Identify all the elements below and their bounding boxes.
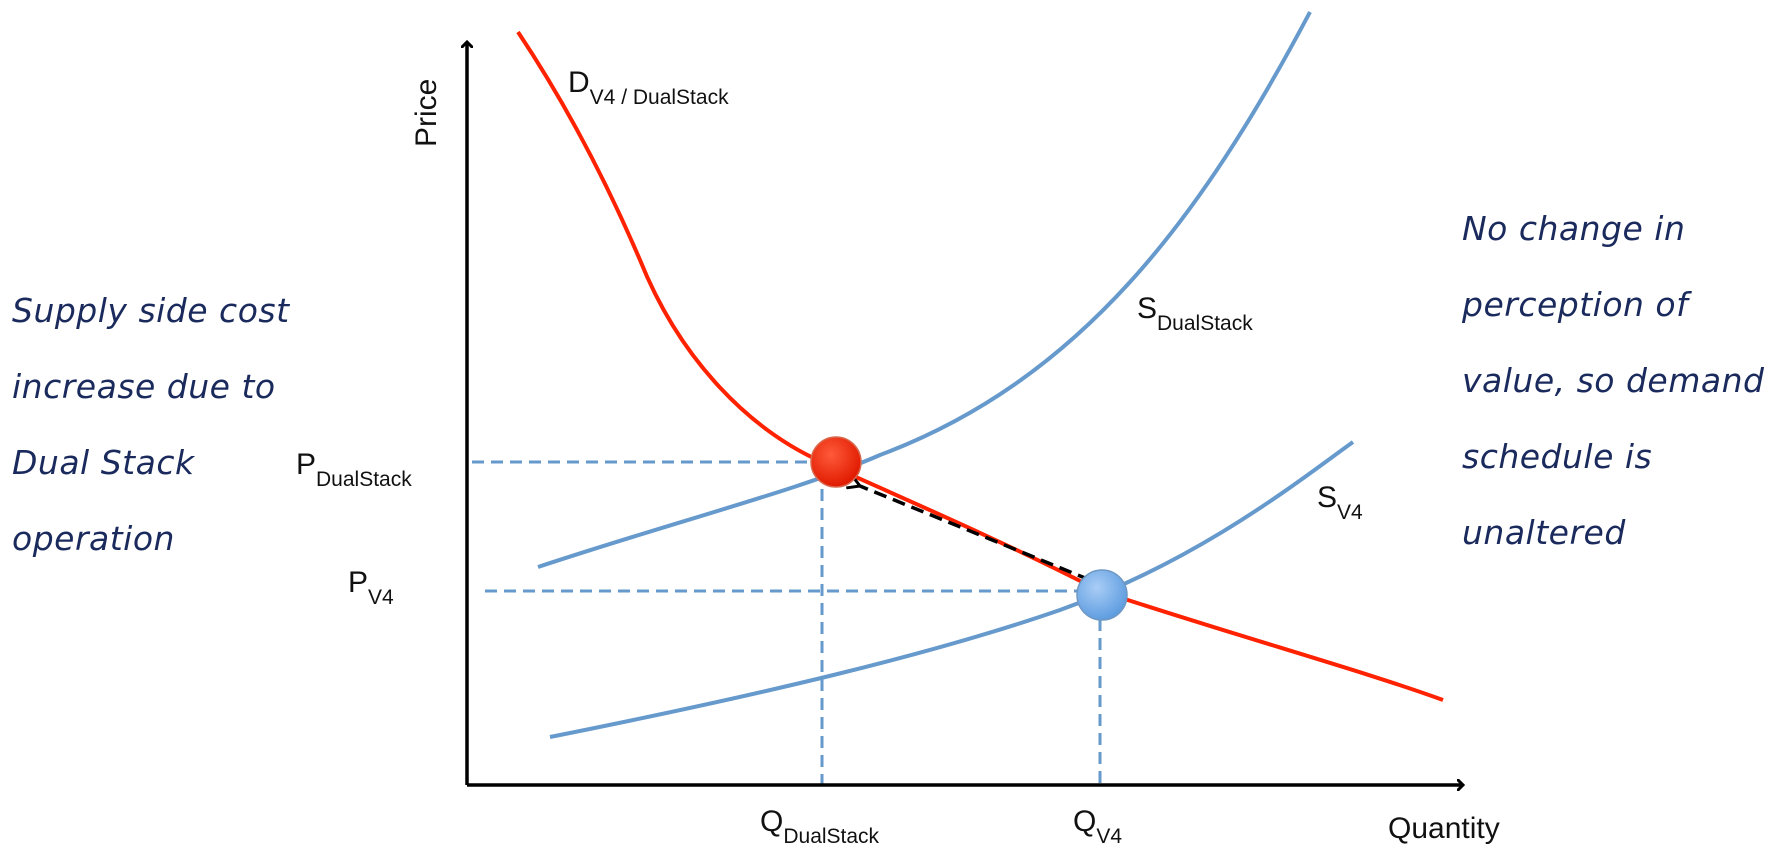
supply-dualstack-label: SDualStack xyxy=(1137,292,1253,335)
supply-dualstack-curve xyxy=(537,11,1312,569)
equilibrium-v4-point xyxy=(1076,569,1128,621)
right-annotation: No change in perception of value, so dem… xyxy=(1461,209,1765,552)
left-annotation: Supply side cost increase due to Dual St… xyxy=(12,291,290,558)
x-axis-label: Quantity xyxy=(1388,812,1500,845)
left-note-line-4: operation xyxy=(12,519,175,558)
equilibrium-shift-arrow xyxy=(860,486,1091,582)
p-v4-label: PV4 xyxy=(348,566,394,609)
left-note-line-1: Supply side cost xyxy=(12,291,290,330)
p-dualstack-label: PDualStack xyxy=(296,448,412,491)
right-note-line-4: schedule is xyxy=(1462,437,1652,476)
left-note-line-3: Dual Stack xyxy=(12,443,196,482)
right-note-line-2: perception of xyxy=(1461,285,1692,324)
q-v4-label: QV4 xyxy=(1073,805,1122,848)
q-dualstack-label: QDualStack xyxy=(760,805,880,848)
right-note-line-3: value, so demand xyxy=(1462,361,1765,400)
supply-v4-curve xyxy=(549,440,1355,739)
y-axis-label: Price xyxy=(410,79,443,147)
supply-v4-label: SV4 xyxy=(1317,481,1363,524)
left-note-line-2: increase due to xyxy=(12,367,276,406)
demand-curve xyxy=(516,30,1444,702)
right-note-line-5: unaltered xyxy=(1462,513,1626,552)
demand-label: DV4 / DualStack xyxy=(568,66,729,109)
right-note-line-1: No change in xyxy=(1462,209,1685,248)
equilibrium-dualstack-point xyxy=(810,436,862,488)
guide-lines xyxy=(472,460,1102,785)
